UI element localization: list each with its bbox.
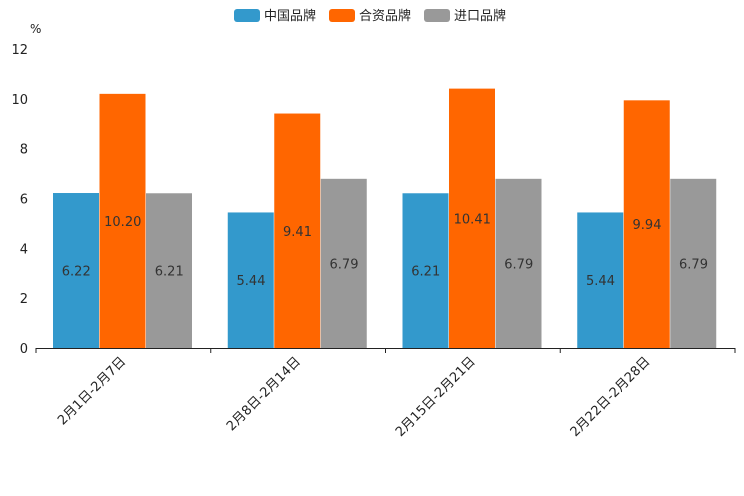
- bar-s2-c1: [99, 93, 146, 348]
- bar-s3-c4: [670, 178, 717, 348]
- x-axis: 2月1日-2月7日 2月8日-2月14日 2月15日-2月21日 2月22日-2月28…: [35, 348, 736, 440]
- bar-s1-c1: [53, 193, 99, 348]
- y-tick-label-10: 10: [11, 93, 28, 108]
- legend-swatch-1: [234, 9, 260, 22]
- data-label-s3-c4: 6.79: [679, 257, 708, 272]
- legend-swatch-2: [329, 9, 355, 22]
- bar-s2-c2: [274, 113, 321, 348]
- data-label-s3-c1: 6.21: [155, 265, 184, 280]
- data-label-s1-c1: 6.22: [62, 265, 91, 280]
- y-axis-unit-label: %: [30, 22, 41, 36]
- bar-s3-c2: [320, 178, 367, 348]
- legend-label-3: 进口品牌: [454, 8, 506, 24]
- y-tick-label-2: 2: [20, 292, 28, 307]
- y-axis: 0 2 4 6 8 10 12: [11, 43, 28, 357]
- bar-s1-c2: [227, 212, 274, 348]
- data-label-s2-c1: 10.20: [104, 215, 141, 230]
- legend: 中国品牌 合资品牌 进口品牌: [234, 8, 506, 24]
- y-tick-label-8: 8: [20, 143, 28, 158]
- bar-s2-c3: [449, 88, 495, 349]
- data-label-s1-c2: 5.44: [237, 274, 266, 289]
- y-tick-label-4: 4: [20, 242, 28, 257]
- data-label-s3-c3: 6.79: [504, 257, 533, 272]
- bar-s1-c4: [577, 212, 624, 348]
- bars: [53, 88, 717, 349]
- data-label-s2-c3: 10.41: [454, 212, 491, 227]
- data-label-s3-c2: 6.79: [330, 257, 359, 272]
- bar-s2-c4: [623, 100, 670, 348]
- x-tick-label-1: 2月1日-2月7日: [55, 354, 129, 428]
- legend-label-1: 中国品牌: [264, 8, 316, 24]
- legend-swatch-3: [424, 9, 450, 22]
- x-tick-label-4: 2月22日-2月28日: [568, 354, 654, 440]
- x-tick-label-3: 2月15日-2月21日: [393, 354, 479, 440]
- data-label-s1-c4: 5.44: [586, 274, 615, 289]
- data-label-s2-c2: 9.41: [283, 225, 312, 240]
- data-label-s1-c3: 6.21: [411, 265, 440, 280]
- data-labels: 6.22 10.20 6.21 5.44 9.41 6.79 6.21 10.41 6.79 5.…: [62, 212, 708, 289]
- bar-s1-c3: [402, 193, 449, 348]
- legend-label-2: 合资品牌: [359, 8, 411, 24]
- bar-s3-c1: [146, 193, 192, 348]
- y-tick-label-12: 12: [11, 43, 28, 58]
- data-label-s2-c4: 9.94: [633, 218, 662, 233]
- bar-s3-c3: [495, 178, 542, 348]
- y-tick-label-6: 6: [20, 193, 28, 208]
- x-tick-label-2: 2月8日-2月14日: [224, 354, 304, 434]
- y-tick-label-0: 0: [20, 342, 28, 357]
